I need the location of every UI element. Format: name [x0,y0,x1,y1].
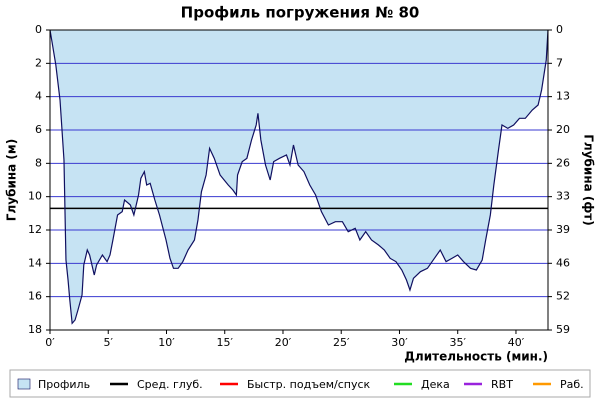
y-tick-label: 4 [35,90,42,103]
x-tick-label: 30′ [391,336,408,349]
y2-axis-label: Глубина (фт) [582,134,596,225]
x-tick-label: 20′ [275,336,292,349]
y-tick-label: 6 [35,123,42,136]
x-tick-label: 5′ [103,336,113,349]
legend-label: Сред. глуб. [137,378,203,391]
y2-tick-label: 52 [556,290,570,303]
y-tick-label: 12 [28,223,42,236]
plot-frame [49,29,549,331]
x-tick-label: 0′ [45,336,55,349]
y-tick-label: 18 [28,323,42,336]
chart-title: Профиль погружения № 80 [181,4,420,22]
y-axis-label: Глубина (м) [5,139,19,221]
legend-label: Дека [421,378,450,391]
legend-label: Быстр. подъем/спуск [247,378,371,391]
y-tick-label: 16 [28,290,42,303]
x-tick-label: 35′ [449,336,466,349]
y-tick-label: 14 [28,256,42,269]
y-tick-label: 10 [28,190,42,203]
y2-tick-label: 0 [556,23,563,36]
x-tick-label: 15′ [216,336,233,349]
y2-tick-label: 39 [556,223,570,236]
legend-box [9,369,591,398]
y2-tick-label: 7 [556,56,563,69]
x-tick-label: 10′ [158,336,175,349]
legend-label: Профиль [38,378,90,391]
y2-tick-label: 46 [556,256,570,269]
y2-tick-label: 20 [556,123,570,136]
legend-label: Раб. [560,378,584,391]
y2-tick-label: 59 [556,323,570,336]
x-tick-label: 40′ [508,336,525,349]
y2-tick-label: 26 [556,156,570,169]
profile-line [49,29,549,325]
legend-swatch [17,378,31,390]
y-tick-label: 2 [35,56,42,69]
x-axis-label: Длительность (мин.) [404,350,548,364]
legend-label: RBT [491,378,513,391]
y-tick-label: 8 [35,156,42,169]
y-tick-label: 0 [35,23,42,36]
profile-area [50,30,548,324]
y2-tick-label: 13 [556,90,570,103]
x-tick-label: 25′ [333,336,350,349]
y2-tick-label: 33 [556,190,570,203]
